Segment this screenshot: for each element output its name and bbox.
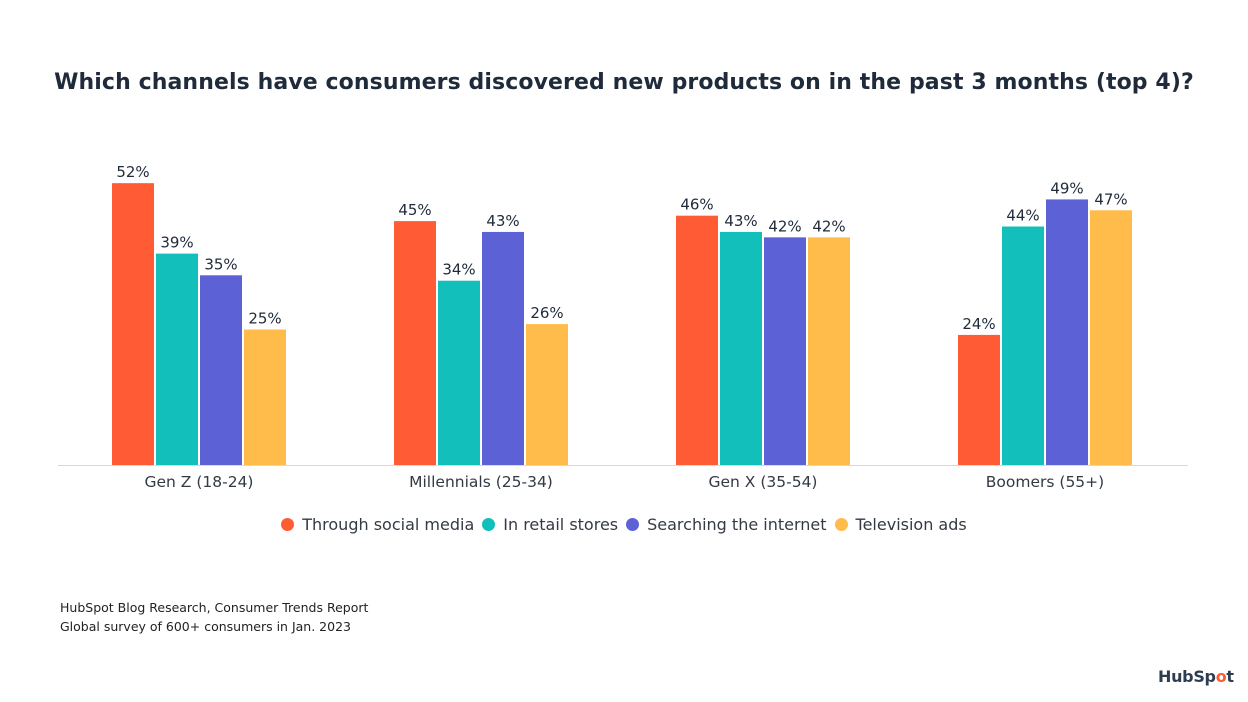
- source-note: HubSpot Blog Research, Consumer Trends R…: [60, 598, 368, 636]
- chart-legend: Through social media In retail stores Sear…: [0, 515, 1248, 534]
- legend-dot-icon: [834, 518, 848, 531]
- legend-label: In retail stores: [503, 515, 619, 534]
- logo-text-a: HubSp: [1158, 667, 1216, 686]
- legend-label: Television ads: [855, 515, 967, 534]
- data-label: 25%: [248, 310, 281, 328]
- data-label: 34%: [442, 261, 475, 279]
- data-label: 24%: [962, 315, 995, 333]
- data-label: 42%: [768, 217, 801, 235]
- bar-in-retail-stores-gen-x-35-54: [720, 231, 762, 465]
- data-label: 45%: [398, 201, 431, 219]
- data-label: 35%: [204, 255, 237, 273]
- source-line-2: Global survey of 600+ consumers in Jan. …: [60, 619, 351, 634]
- legend-label: Searching the internet: [647, 515, 827, 534]
- bar-searching-the-internet-gen-z-18-24: [200, 275, 242, 465]
- legend-item-through-social-media: Through social media: [281, 515, 474, 534]
- bar-searching-the-internet-millennials-25-34: [482, 231, 524, 465]
- x-tick-label: Gen X (35-54): [709, 473, 818, 491]
- legend-item-in-retail-stores: In retail stores: [482, 515, 618, 534]
- bar-through-social-media-millennials-25-34: [394, 221, 436, 465]
- data-label: 43%: [486, 212, 519, 230]
- legend-dot-icon: [626, 518, 640, 531]
- bar-through-social-media-gen-x-35-54: [676, 215, 718, 465]
- x-tick-label: Millennials (25-34): [409, 473, 553, 491]
- data-label: 26%: [530, 304, 563, 322]
- bar-through-social-media-gen-z-18-24: [112, 183, 154, 465]
- legend-item-television-ads: Television ads: [834, 515, 967, 534]
- bar-television-ads-gen-z-18-24: [244, 329, 286, 465]
- sprocket-icon: o: [1215, 667, 1227, 686]
- legend-label: Through social media: [302, 515, 475, 534]
- bar-searching-the-internet-gen-x-35-54: [764, 237, 806, 465]
- data-label: 49%: [1050, 179, 1083, 197]
- legend-dot-icon: [281, 518, 295, 531]
- data-label: 47%: [1094, 190, 1127, 208]
- legend-item-searching-the-internet: Searching the internet: [626, 515, 827, 534]
- data-label: 52%: [116, 163, 149, 181]
- bar-through-social-media-boomers-55: [958, 334, 1000, 465]
- data-label: 39%: [160, 234, 193, 252]
- data-label: 44%: [1006, 207, 1039, 225]
- x-tick-label: Gen Z (18-24): [145, 473, 254, 491]
- hubspot-logo: HubSpot: [1158, 667, 1234, 686]
- bar-in-retail-stores-boomers-55: [1002, 226, 1044, 465]
- logo-text-b: t: [1226, 667, 1234, 686]
- bar-television-ads-millennials-25-34: [526, 324, 568, 465]
- bar-searching-the-internet-boomers-55: [1046, 199, 1088, 466]
- bar-in-retail-stores-millennials-25-34: [438, 280, 480, 465]
- bar-television-ads-gen-x-35-54: [808, 237, 850, 465]
- source-line-1: HubSpot Blog Research, Consumer Trends R…: [60, 600, 369, 615]
- chart-title: Which channels have consumers discovered…: [54, 70, 1194, 95]
- x-tick-label: Boomers (55+): [986, 473, 1104, 491]
- data-label: 43%: [724, 212, 757, 230]
- bar-in-retail-stores-gen-z-18-24: [156, 253, 198, 465]
- data-label: 42%: [812, 217, 845, 235]
- legend-dot-icon: [482, 518, 496, 531]
- bar-television-ads-boomers-55: [1090, 210, 1132, 465]
- data-label: 46%: [680, 196, 713, 214]
